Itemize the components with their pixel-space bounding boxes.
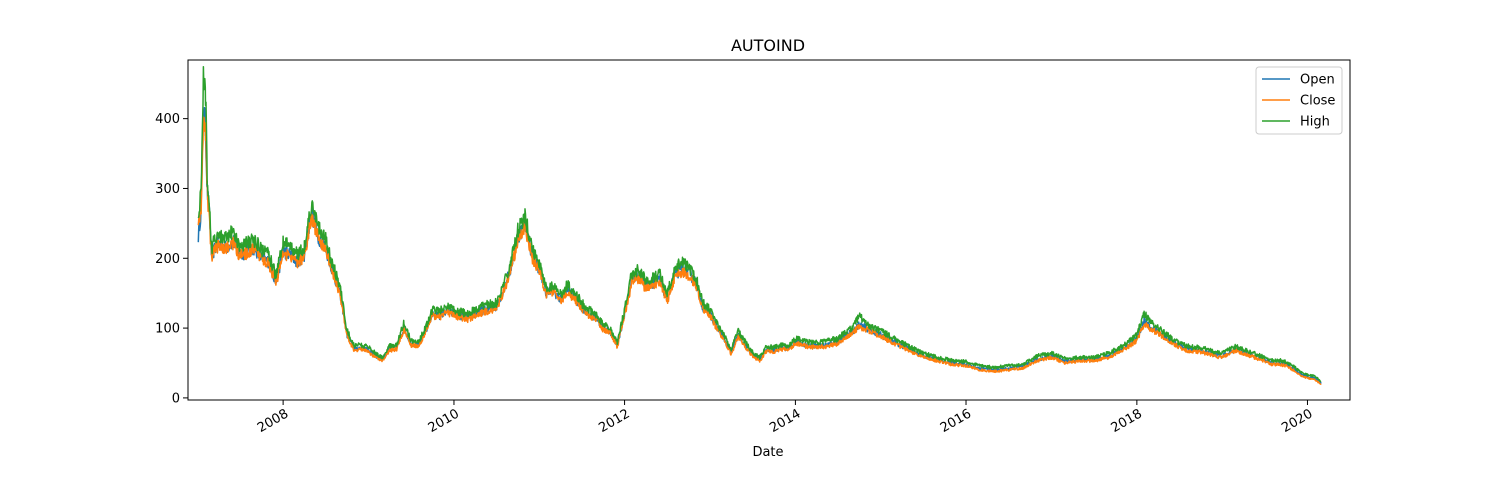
plot-frame — [187, 59, 1351, 401]
chart-title: AUTOIND — [731, 36, 805, 55]
legend-box — [1255, 66, 1343, 135]
x-axis-label: Date — [752, 445, 783, 460]
y-tick-label: 100 — [155, 322, 180, 337]
legend: Open Close High — [1255, 66, 1343, 135]
y-tick-label: 300 — [155, 182, 180, 197]
y-tick-label: 0 — [172, 391, 180, 406]
series-line-high — [197, 65, 1322, 382]
legend-label-open: Open — [1300, 73, 1335, 88]
y-axis: 0 100 200 300 400 — [155, 112, 188, 406]
y-tick-label: 400 — [155, 112, 180, 127]
legend-label-close: Close — [1300, 94, 1335, 109]
legend-label-high: High — [1300, 115, 1330, 130]
y-tick-label: 200 — [155, 252, 180, 267]
series-line-close — [197, 116, 1322, 385]
series-layer — [197, 65, 1322, 385]
